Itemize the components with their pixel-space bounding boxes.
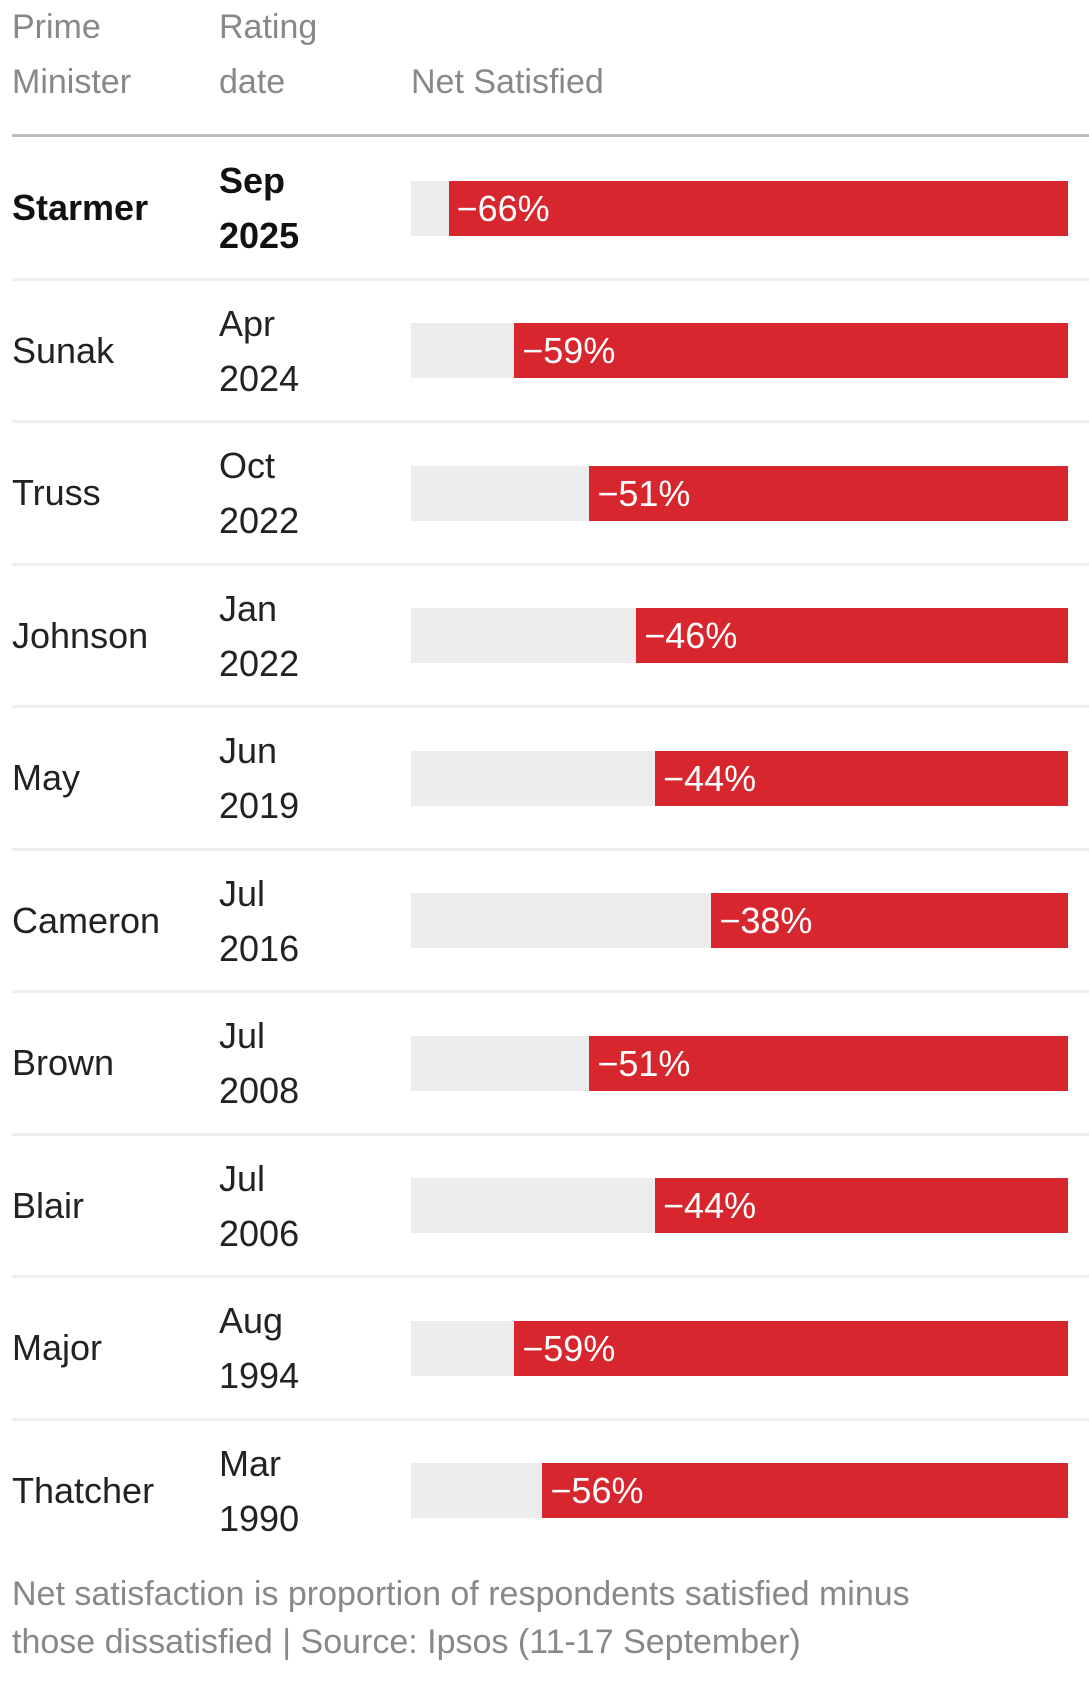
row-divider — [12, 1275, 1089, 1278]
bar: −51% — [589, 465, 1068, 521]
bar-value-label: −51% — [597, 1042, 691, 1084]
rating-year: 1990 — [219, 1497, 300, 1539]
row-divider — [12, 420, 1089, 423]
rating-year: 2008 — [219, 1070, 300, 1112]
footnote-line2: those dissatisfied | Source: Ipsos (11-1… — [12, 1623, 801, 1661]
bar: −59% — [514, 323, 1068, 379]
header-net-satisfied: Net Satisfied — [411, 63, 604, 101]
rating-year: 2006 — [219, 1212, 300, 1254]
bar: −44% — [655, 750, 1068, 806]
pm-name: Starmer — [12, 187, 149, 229]
bar: −46% — [636, 608, 1068, 664]
bar-track: −44% — [411, 750, 1068, 806]
header-col1-line2: Minister — [12, 63, 132, 101]
row-divider — [12, 847, 1089, 851]
rating-year: 2022 — [219, 500, 300, 542]
pm-name: Truss — [12, 472, 101, 514]
pm-name: Cameron — [12, 899, 161, 941]
bar-value-label: −38% — [719, 900, 813, 942]
rating-year: 2025 — [219, 215, 300, 257]
footnote-line1: Net satisfaction is proportion of respon… — [12, 1575, 910, 1613]
rating-month: Sep — [219, 160, 286, 202]
header-col2-line2: date — [219, 63, 286, 101]
rating-month: Jul — [219, 1157, 266, 1199]
rating-month: Jan — [219, 587, 278, 629]
bar-track: −46% — [411, 608, 1068, 664]
bar-track: −59% — [411, 1320, 1068, 1376]
pm-name: Johnson — [12, 614, 149, 656]
row-divider — [12, 1132, 1089, 1136]
bar-value-label: −44% — [663, 757, 757, 799]
pm-name: Brown — [12, 1042, 115, 1084]
bar: −51% — [589, 1035, 1068, 1091]
bar: −59% — [514, 1320, 1068, 1376]
pm-name: Thatcher — [12, 1469, 155, 1511]
row-divider — [12, 277, 1089, 281]
header-divider — [12, 134, 1089, 137]
row-divider — [12, 1417, 1089, 1421]
bar-value-label: −56% — [550, 1470, 644, 1512]
bar-value-label: −59% — [522, 330, 616, 372]
rating-month: Oct — [219, 445, 276, 487]
rating-month: Jul — [219, 1015, 266, 1057]
rating-year: 1994 — [219, 1355, 300, 1397]
pm-name: Major — [12, 1327, 103, 1369]
rating-year: 2019 — [219, 785, 300, 827]
bar-track: −66% — [411, 180, 1068, 236]
bar-value-label: −51% — [597, 472, 691, 514]
rating-month: Mar — [219, 1442, 281, 1484]
bar-value-label: −46% — [644, 615, 738, 657]
bar-track: −59% — [411, 323, 1068, 379]
rating-month: Aug — [219, 1300, 284, 1342]
rating-year: 2024 — [219, 357, 300, 399]
bar-track: −56% — [411, 1463, 1068, 1519]
rating-month: Jun — [219, 730, 278, 772]
row-divider — [12, 705, 1089, 708]
row-divider — [12, 562, 1089, 566]
bar: −44% — [655, 1178, 1068, 1234]
rating-month: Jul — [219, 872, 266, 914]
footnote: Net satisfaction is proportion of respon… — [12, 1570, 1072, 1666]
pm-name: Sunak — [12, 329, 115, 371]
bar-track: −51% — [411, 465, 1068, 521]
pm-name: May — [12, 757, 81, 799]
bar-track: −44% — [411, 1178, 1068, 1234]
rating-month: Apr — [219, 302, 276, 344]
bar-track: −51% — [411, 1035, 1068, 1091]
bar: −56% — [542, 1463, 1068, 1519]
row-divider — [12, 990, 1089, 993]
header-col1-line1: Prime — [12, 8, 101, 46]
rating-year: 2016 — [219, 927, 300, 969]
bar-value-label: −44% — [663, 1185, 757, 1227]
header-col2-line1: Rating — [219, 8, 318, 46]
rating-year: 2022 — [219, 642, 300, 684]
bar-track: −38% — [411, 893, 1068, 949]
bar-value-label: −66% — [456, 187, 550, 229]
bar: −38% — [711, 893, 1068, 949]
bar: −66% — [448, 180, 1068, 236]
pm-name: Blair — [12, 1184, 85, 1226]
bar-value-label: −59% — [522, 1327, 616, 1369]
